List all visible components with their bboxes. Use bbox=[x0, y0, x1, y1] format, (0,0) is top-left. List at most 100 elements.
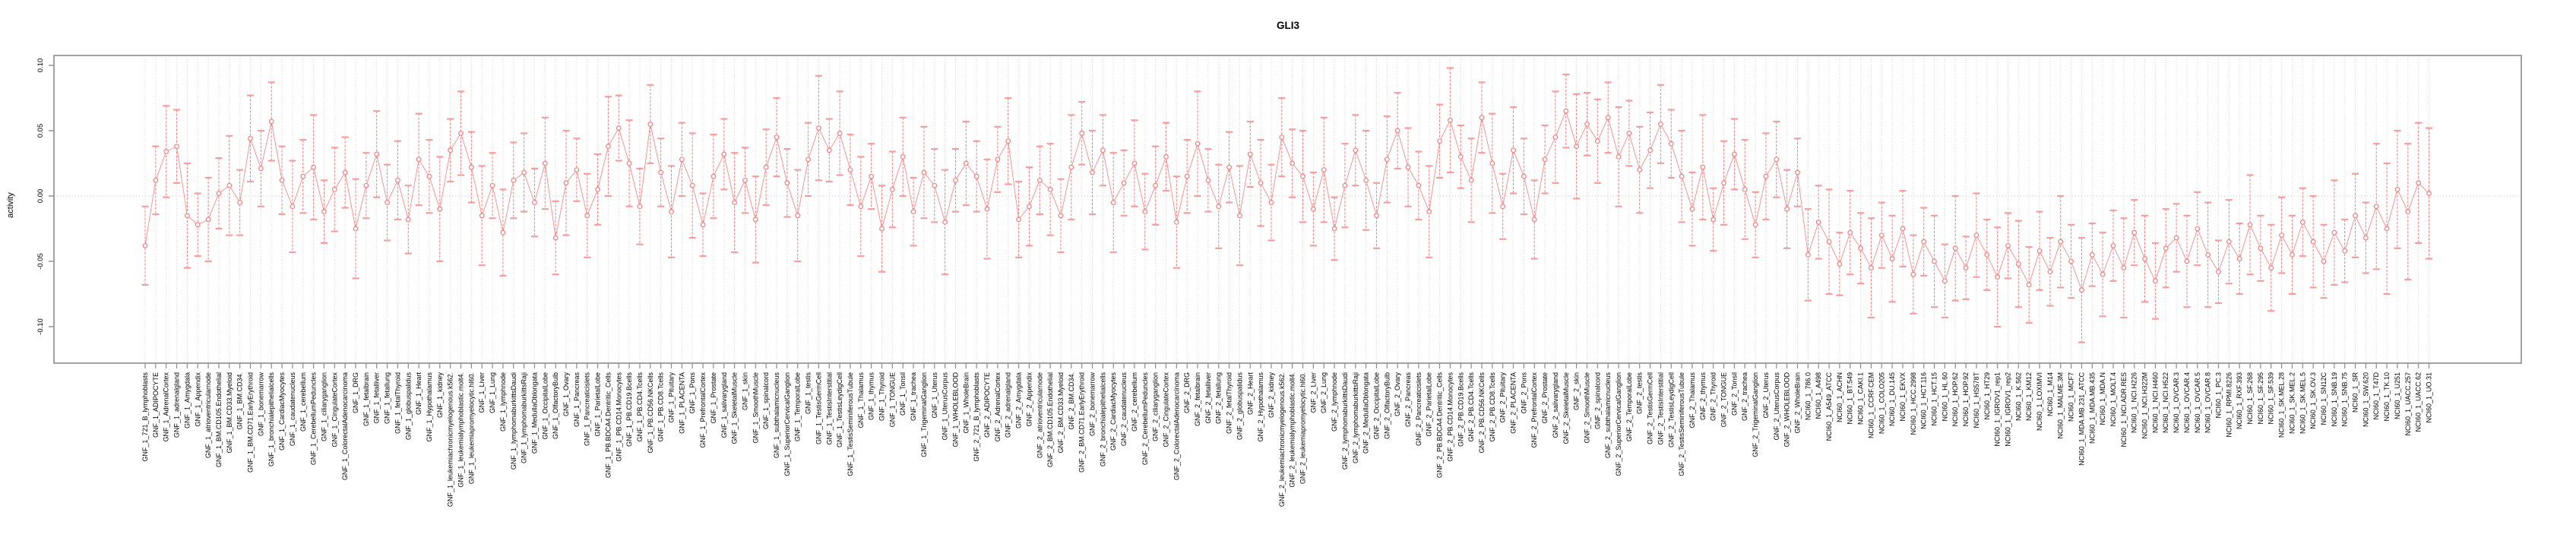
x-tick-label: NCI60_1_LOXIMVI bbox=[2036, 372, 2043, 431]
x-tick-label: NCI60_1_UACC.257 bbox=[2404, 372, 2412, 436]
data-point bbox=[1489, 160, 1495, 166]
error-bar bbox=[1752, 191, 1759, 258]
x-tick-label: NCI60_1_RPMI.8226 bbox=[2225, 372, 2233, 438]
error-bar bbox=[805, 122, 812, 198]
x-tick-label: GNF_2_adrenalgland bbox=[1005, 372, 1012, 438]
x-tick-label: NCI60_1_HT29 bbox=[1983, 372, 1991, 420]
x-tick-label: GNF_2_BM.CD33.Myeloid bbox=[1057, 372, 1065, 454]
x-tick-label: GNF_2_TestisLeydigCell bbox=[1667, 372, 1675, 447]
x-tick-label: NCI60_1_MDA.N bbox=[2099, 372, 2106, 425]
data-point bbox=[2089, 252, 2095, 258]
data-point bbox=[258, 166, 264, 172]
error-bar bbox=[1246, 120, 1254, 188]
data-point bbox=[1647, 147, 1653, 153]
error-bar bbox=[1446, 67, 1454, 174]
data-point bbox=[1784, 206, 1790, 212]
y-tick-label: 0.10 bbox=[36, 58, 45, 73]
error-bar bbox=[215, 157, 223, 230]
error-bar bbox=[2141, 214, 2149, 303]
error-bar bbox=[289, 160, 296, 254]
data-point bbox=[1889, 256, 1895, 261]
error-bar bbox=[678, 122, 685, 198]
x-tick-label: NCI60_1_CCRF.CEM bbox=[1867, 372, 1875, 438]
error-bar bbox=[825, 118, 833, 183]
data-point bbox=[1300, 173, 1305, 179]
error-bar bbox=[1762, 132, 1770, 221]
data-point bbox=[1700, 164, 1706, 170]
chart-title: GLI3 bbox=[1276, 20, 1299, 31]
x-tick-label: GNF_2_TestisGermCell bbox=[1647, 372, 1654, 444]
x-tick-label: GNF_1_OccipitalLobe bbox=[541, 372, 549, 440]
x-tick-label: GNF_1_Appendix bbox=[194, 372, 201, 427]
error-bar bbox=[1867, 217, 1875, 319]
data-point bbox=[1131, 160, 1138, 166]
data-point bbox=[826, 147, 832, 153]
data-point bbox=[2405, 209, 2411, 215]
x-tick-label: GNF_1_bonemarrow bbox=[257, 372, 264, 437]
error-bar bbox=[847, 134, 854, 207]
error-bar bbox=[362, 152, 370, 220]
x-tick-label: NCI60_1_HOP.92 bbox=[1962, 372, 1970, 426]
error-bar bbox=[426, 138, 433, 214]
x-tick-label: NCI60_1_SF.295 bbox=[2257, 372, 2264, 425]
x-tick-label: GNF_2_Uterus bbox=[1762, 372, 1770, 419]
error-bar bbox=[1920, 207, 1928, 277]
error-bar bbox=[2088, 223, 2096, 287]
x-tick-label: NCI60_1_HCT.15 bbox=[1931, 372, 1938, 426]
data-point bbox=[353, 226, 359, 232]
x-tick-label: NCI60_1_HCC.2998 bbox=[1910, 372, 1917, 435]
error-bar bbox=[1341, 143, 1349, 229]
data-point bbox=[1616, 153, 1622, 160]
plot-border bbox=[53, 55, 2522, 364]
x-tick-label: GNF_1_Lung bbox=[489, 372, 496, 413]
x-tick-label: NCI60_1_MCF7 bbox=[2068, 372, 2075, 422]
error-bar bbox=[1910, 234, 1917, 315]
error-bar bbox=[310, 114, 318, 221]
x-tick-label: GNF_1_MedullaOblongata bbox=[530, 372, 538, 454]
data-point bbox=[689, 182, 695, 188]
data-point bbox=[1163, 153, 1169, 160]
x-tick-label: NCI60_1_OVCAR.3 bbox=[2173, 372, 2180, 433]
data-point bbox=[1068, 164, 1074, 170]
x-tick-label: GNF_1_lymphomaburkittsDaudi bbox=[510, 372, 517, 470]
x-tick-label: GNF_2_salivarygland bbox=[1552, 372, 1559, 438]
x-tick-label: GNF_1_WHOLEBLOOD bbox=[951, 372, 959, 447]
x-tick-label: GNF_1_lymphomaburkittsRaji bbox=[521, 372, 528, 463]
error-bar bbox=[2131, 199, 2138, 267]
data-point bbox=[521, 169, 527, 175]
error-bar bbox=[2025, 245, 2033, 324]
x-tick-label: NCI60_1_SNB.19 bbox=[2331, 372, 2338, 427]
error-bar bbox=[688, 132, 696, 239]
error-bar bbox=[1583, 92, 1590, 157]
data-point bbox=[2026, 282, 2032, 288]
data-point bbox=[1468, 177, 1474, 183]
data-point bbox=[2384, 226, 2390, 232]
error-bar bbox=[1046, 143, 1054, 236]
x-tick-label: NCI60_1_ACHN bbox=[1836, 372, 1843, 422]
data-point bbox=[205, 217, 211, 223]
data-point bbox=[1121, 180, 1127, 186]
x-tick-label: GNF_1_TestisGermCell bbox=[815, 372, 822, 444]
x-tick-label: GNF_2_Liver bbox=[1309, 372, 1317, 413]
error-bar bbox=[478, 165, 486, 267]
x-tick-label: GNF_1_SuperiorCervicalGanglion bbox=[783, 372, 791, 476]
error-bar bbox=[1499, 172, 1507, 240]
x-tick-label: GNF_1_ciliaryganglion bbox=[320, 372, 328, 441]
x-tick-label: NCI60_1_SF.268 bbox=[2246, 372, 2254, 425]
data-point bbox=[1237, 213, 1242, 219]
error-bar bbox=[1131, 119, 1138, 207]
error-bar bbox=[1951, 194, 1959, 302]
x-tick-label: NCI60_1_MDA.MB.435 bbox=[2088, 372, 2096, 444]
error-bar bbox=[183, 162, 191, 269]
x-tick-label: GNF_2_subthalamicnucleus bbox=[1604, 372, 1612, 459]
x-tick-label: NCI60_1_KM12 bbox=[2025, 372, 2033, 421]
data-point bbox=[2184, 258, 2190, 264]
error-bar bbox=[1667, 109, 1675, 179]
error-bar bbox=[2236, 223, 2243, 296]
x-tick-label: NCI60_1_UO.31 bbox=[2426, 372, 2433, 423]
x-tick-label: GNF_1_fetalbrain bbox=[362, 372, 370, 426]
x-tick-label: GNF_2_BM.CD105.Endothelial bbox=[1046, 372, 1054, 467]
x-tick-label: GNF_2_leukemiachronicmyelogenous.k562. bbox=[1278, 372, 1286, 507]
data-point bbox=[2279, 232, 2284, 239]
data-point bbox=[437, 206, 443, 212]
